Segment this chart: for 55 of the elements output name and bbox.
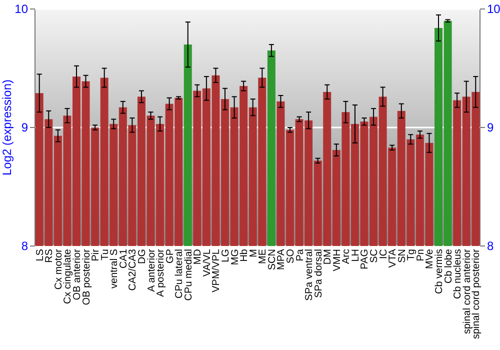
x-tick-label: Tg: [406, 249, 418, 261]
x-tick-label: OB posterior: [81, 248, 92, 306]
y-tick-label: 9: [21, 120, 28, 135]
x-tick-label: Cb lobe: [443, 248, 454, 284]
x-tick-label: GP: [164, 248, 176, 264]
x-tick-label: DG: [136, 248, 148, 264]
x-tick-label: spinal cord anterior: [462, 248, 473, 334]
x-tick-label: VA/VL: [202, 248, 213, 277]
x-tick-label: MD: [192, 249, 204, 265]
x-tick-label: OB anterior: [72, 248, 83, 300]
x-tick-label: MVe: [424, 248, 436, 270]
x-tick-label: VTA: [388, 248, 399, 268]
y-tick-label: 8: [21, 239, 28, 254]
x-tick-label: CA2/CA3: [128, 248, 139, 291]
x-tick-label: Cx cingulate: [62, 248, 74, 304]
x-tick-label: ventral S: [109, 248, 120, 288]
x-tick-label: M: [248, 249, 260, 258]
x-tick-label: Pa: [294, 248, 306, 262]
x-tick-label: ME: [258, 248, 269, 264]
x-tick-label: MG: [230, 248, 241, 266]
x-tick-label: PAG: [360, 248, 371, 270]
x-tick-label: MPA: [276, 248, 288, 270]
x-tick-label: DM: [322, 249, 334, 265]
x-tick-label: SN: [396, 249, 408, 263]
x-tick-label: LG: [220, 248, 232, 262]
y2-tick-label: 9: [487, 120, 494, 135]
y-tick-label: 10: [14, 2, 28, 16]
x-tick-label: CA1: [118, 248, 130, 268]
x-tick-label: IC: [378, 249, 390, 259]
x-tick-label: SCN: [266, 249, 278, 270]
x-tick-label: Pir: [90, 248, 102, 262]
x-tick-label: A anterior: [146, 248, 158, 292]
x-tick-label: LH: [350, 249, 362, 262]
x-tick-label: Cb vermis: [434, 249, 446, 294]
x-tick-label: Tu: [100, 249, 111, 260]
x-tick-label: SC: [369, 249, 380, 263]
x-tick-label: A posterior: [156, 248, 167, 297]
x-tick-label: VMH: [332, 249, 343, 272]
x-tick-label: Cb nucleus: [452, 249, 464, 300]
x-tick-label: SO: [285, 248, 296, 264]
y-axis-title: Log2 (expression): [0, 79, 14, 176]
x-tick-label: CPu medial: [183, 249, 194, 301]
x-tick-label: Pn: [415, 249, 426, 262]
x-tick-label: LS: [34, 248, 46, 262]
x-tick-label: spinal cord posterior: [471, 248, 482, 340]
y2-tick-label: 8: [487, 239, 494, 254]
x-tick-label: SPa ventral: [304, 249, 316, 301]
x-tick-label: CPu lateral: [174, 249, 186, 298]
x-tick-label: SPa dorsal: [313, 249, 324, 298]
x-tick-label: Hb: [239, 248, 250, 262]
x-tick-label: Cx motor: [53, 248, 64, 290]
y2-tick-label: 10: [487, 2, 500, 16]
x-tick-label: Arc: [341, 249, 352, 264]
x-tick-label: RS: [44, 248, 56, 263]
x-tick-label: VPM/VPL: [211, 248, 222, 292]
